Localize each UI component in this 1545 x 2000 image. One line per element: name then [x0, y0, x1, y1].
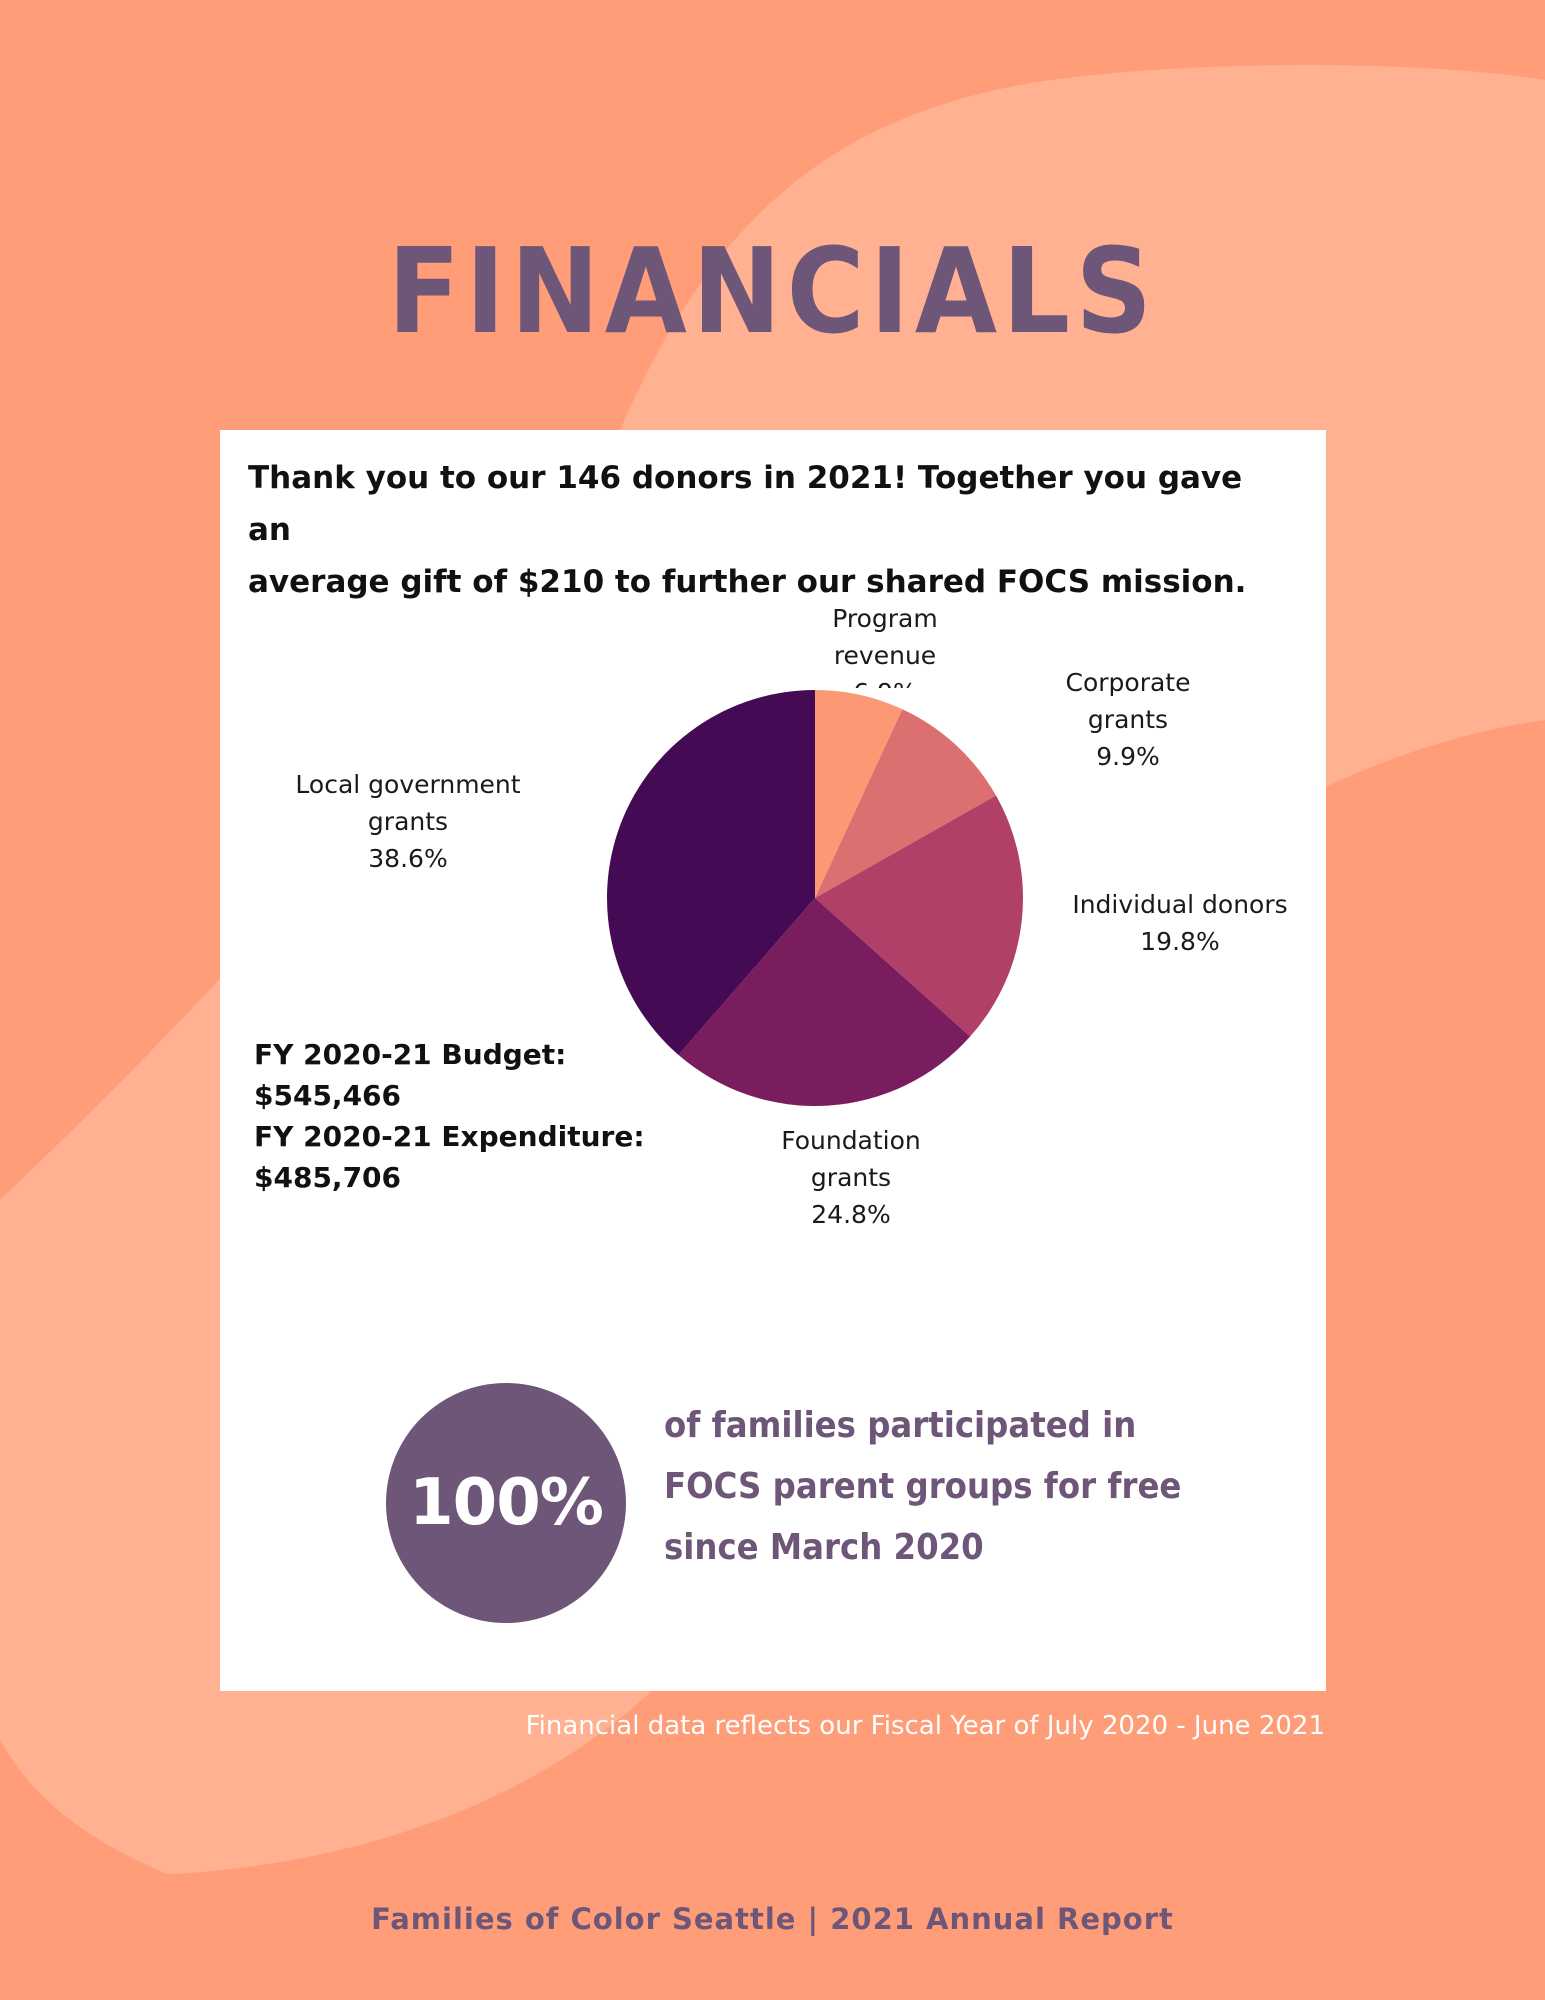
label-program-revenue: Program revenue 6.9%	[832, 604, 938, 688]
label-corporate-grants: Corporate grants 9.9%	[1065, 668, 1191, 771]
budget-label: FY 2020-21 Budget:	[254, 1038, 567, 1071]
pie-slice-individual-donors	[815, 795, 1023, 1037]
donor-thanks-line-1: Thank you to our 146 donors in 2021! Tog…	[248, 460, 1243, 548]
label-individual-donors: Individual donors 19.8%	[1072, 890, 1288, 956]
stat-line-1: of families participated in	[664, 1405, 1137, 1446]
pie-slice-program-revenue	[815, 690, 903, 898]
budget-summary: FY 2020-21 Budget: $545,466 FY 2020-21 E…	[254, 1034, 645, 1198]
stat-line-2: FOCS parent groups for free	[664, 1466, 1182, 1507]
revenue-pie-chart	[607, 690, 1023, 1106]
budget-value: $545,466	[254, 1079, 402, 1112]
page-title: FINANCIALS	[387, 222, 1158, 360]
expenditure-label: FY 2020-21 Expenditure:	[254, 1120, 645, 1153]
label-foundation-grants: Foundation grants 24.8%	[781, 1126, 921, 1229]
pie-slice-foundation-grants	[678, 898, 971, 1106]
expenditure-value: $485,706	[254, 1161, 402, 1194]
stat-description: of families participated in FOCS parent …	[664, 1395, 1182, 1578]
report-footer: Families of Color Seattle | 2021 Annual …	[371, 1902, 1174, 1936]
financials-card: Thank you to our 146 donors in 2021! Tog…	[220, 430, 1326, 1691]
stat-value: 100%	[409, 1466, 604, 1540]
pie-slice-corporate-grants	[815, 709, 996, 898]
pie-slice-local-government-grants	[607, 690, 815, 1055]
donor-thanks-text: Thank you to our 146 donors in 2021! Tog…	[248, 452, 1288, 608]
donor-thanks-line-2: average gift of $210 to further our shar…	[248, 564, 1247, 600]
stat-circle: 100%	[386, 1383, 626, 1623]
fiscal-year-note: Financial data reflects our Fiscal Year …	[525, 1711, 1325, 1741]
label-local-government-grants: Local government grants 38.6%	[295, 770, 521, 873]
stat-line-3: since March 2020	[664, 1527, 984, 1568]
